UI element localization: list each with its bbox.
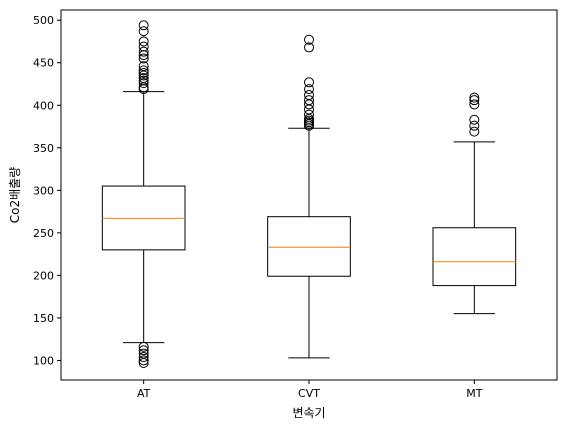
y-tick-label: 500	[33, 14, 54, 27]
iqr-box	[267, 216, 351, 277]
outlier-point	[138, 61, 149, 72]
outlier-point	[138, 345, 149, 356]
outlier-point	[138, 53, 149, 64]
y-tick-label: 150	[33, 312, 54, 325]
y-tick-label: 200	[33, 269, 54, 282]
outlier-point	[138, 75, 149, 86]
outlier-point	[138, 67, 149, 78]
iqr-box	[432, 227, 517, 287]
outlier-point	[138, 341, 149, 352]
outlier-point	[138, 65, 149, 76]
outlier-point	[138, 36, 149, 47]
outlier-point	[138, 41, 149, 52]
outlier-point	[304, 109, 314, 120]
outlier-point	[469, 114, 480, 125]
outlier-point	[138, 26, 149, 37]
outlier-point	[138, 352, 149, 363]
y-axis-label: Co2배출량	[8, 167, 22, 223]
x-tick-label: CVT	[298, 387, 320, 400]
outlier-point	[469, 95, 480, 106]
x-tick-label: MT	[466, 387, 482, 400]
y-tick-label: 450	[33, 57, 54, 70]
plot-content	[101, 20, 517, 368]
box-mt	[432, 92, 517, 315]
outlier-point	[138, 20, 149, 31]
x-axis: AT CVT MT	[137, 380, 483, 400]
outlier-point	[304, 104, 314, 115]
outlier-point	[138, 73, 149, 84]
y-tick-label: 300	[33, 184, 54, 197]
outlier-point	[469, 126, 480, 137]
y-tick-label: 100	[33, 354, 54, 367]
outlier-point	[304, 77, 314, 88]
outlier-point	[304, 84, 314, 95]
y-tick-label: 250	[33, 227, 54, 240]
x-axis-label: 변속기	[292, 406, 325, 420]
outlier-point	[304, 34, 314, 45]
outlier-point	[469, 99, 480, 110]
box-cvt	[267, 34, 351, 359]
outlier-point	[469, 92, 480, 103]
outlier-point	[304, 90, 314, 101]
outlier-point	[304, 42, 314, 53]
outlier-point	[138, 355, 149, 366]
x-tick-label: AT	[137, 387, 151, 400]
y-tick-label: 350	[33, 142, 54, 155]
y-tick-label: 400	[33, 99, 54, 112]
y-axis: 100 150 200 250 300 350 400 450 500	[33, 14, 61, 367]
outlier-point	[138, 46, 149, 57]
outlier-point	[138, 78, 149, 89]
box-at	[101, 20, 186, 368]
outlier-point	[469, 120, 480, 131]
outlier-point	[304, 95, 314, 106]
outlier-point	[138, 357, 149, 368]
